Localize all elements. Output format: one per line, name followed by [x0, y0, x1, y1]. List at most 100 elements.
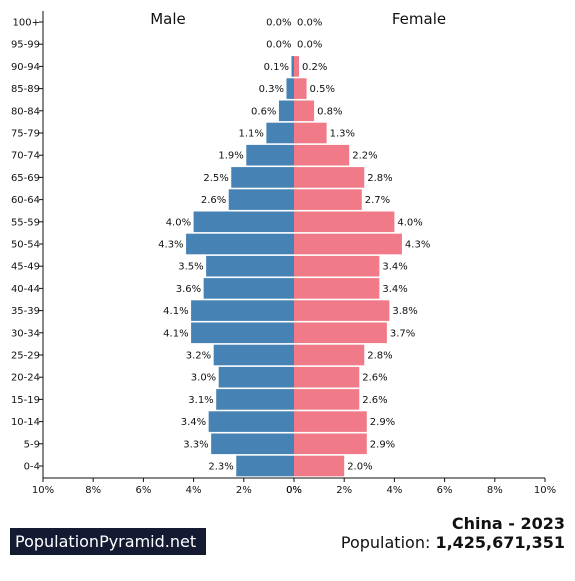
- population-pyramid-chart: Male Female 100+ 0.0% 0.0% 95-99 0.0% 0.0% 90-94…: [11, 10, 556, 496]
- male-data-label: 2.3%: [208, 462, 233, 473]
- male-axis-tick-label: 6%: [135, 485, 151, 496]
- female-population-bar: [294, 455, 345, 477]
- male-data-label: 0.0%: [266, 18, 291, 29]
- male-data-label: 0.0%: [266, 40, 291, 51]
- male-data-label: 2.5%: [203, 173, 228, 184]
- female-data-label: 3.7%: [390, 328, 415, 339]
- female-data-label: 0.2%: [302, 62, 327, 73]
- male-population-bar: [286, 78, 294, 99]
- population-label: Population:: [340, 533, 436, 552]
- female-data-label: 2.8%: [367, 351, 392, 362]
- male-data-label: 3.3%: [183, 439, 208, 450]
- female-side-label: Female: [392, 10, 446, 28]
- male-population-bar: [266, 122, 294, 144]
- age-group-label: 0-4: [24, 462, 40, 473]
- male-data-label: 3.5%: [178, 262, 203, 273]
- female-axis-tick-label: 10%: [534, 485, 556, 496]
- female-data-label: 0.0%: [297, 18, 322, 29]
- male-data-label: 4.3%: [158, 240, 183, 251]
- female-axis-tick-label: 2%: [336, 485, 352, 496]
- female-axis-tick-label: 6%: [437, 485, 453, 496]
- age-group-label: 10-14: [11, 417, 40, 428]
- male-population-bar: [278, 100, 294, 122]
- female-population-bar: [294, 78, 307, 99]
- female-population-bar: [294, 100, 315, 122]
- male-axis-tick-label: 4%: [186, 485, 202, 496]
- female-population-bar: [294, 255, 380, 277]
- male-data-label: 2.6%: [201, 195, 226, 206]
- female-population-bar: [294, 300, 390, 321]
- male-data-label: 3.1%: [188, 395, 213, 406]
- female-axis-tick-label: 8%: [487, 485, 503, 496]
- male-population-bar: [218, 366, 294, 388]
- age-group-label: 20-24: [11, 373, 40, 384]
- age-group-label: 60-64: [11, 195, 40, 206]
- male-data-label: 0.1%: [264, 62, 289, 73]
- male-data-label: 4.0%: [166, 217, 191, 228]
- male-data-label: 4.1%: [163, 306, 188, 317]
- female-population-bar: [294, 389, 360, 410]
- female-data-label: 2.0%: [347, 462, 372, 473]
- female-data-label: 2.9%: [370, 439, 395, 450]
- male-data-label: 1.1%: [238, 129, 263, 140]
- male-population-bar: [246, 144, 294, 166]
- country-year-title: China - 2023: [451, 514, 565, 533]
- male-population-bar: [291, 56, 294, 77]
- age-group-label: 25-29: [11, 351, 40, 362]
- age-group-label: 50-54: [11, 240, 40, 251]
- male-population-bar: [191, 300, 294, 321]
- female-population-bar: [294, 322, 387, 344]
- female-population-bar: [294, 411, 367, 432]
- female-population-bar: [294, 211, 395, 233]
- female-population-bar: [294, 144, 350, 166]
- age-group-label: 15-19: [11, 395, 40, 406]
- male-population-bar: [206, 255, 294, 277]
- female-data-label: 2.2%: [352, 151, 377, 162]
- female-data-label: 4.3%: [405, 240, 430, 251]
- age-group-label: 100+: [13, 18, 40, 29]
- male-population-bar: [231, 167, 294, 188]
- age-group-label: 35-39: [11, 306, 40, 317]
- population-total: Population: 1,425,671,351: [235, 533, 565, 552]
- age-group-label: 90-94: [11, 62, 40, 73]
- female-data-label: 2.6%: [362, 395, 387, 406]
- female-data-label: 2.7%: [365, 195, 390, 206]
- female-population-bar: [294, 56, 300, 77]
- male-data-label: 1.9%: [218, 151, 243, 162]
- male-data-label: 3.2%: [186, 351, 211, 362]
- female-data-label: 3.8%: [392, 306, 417, 317]
- female-data-label: 0.5%: [310, 84, 335, 95]
- male-population-bar: [213, 344, 294, 366]
- male-population-bar: [186, 233, 294, 255]
- male-axis-tick-label: 0%: [286, 485, 302, 496]
- age-group-label: 65-69: [11, 173, 40, 184]
- male-axis-tick-label: 8%: [85, 485, 101, 496]
- female-data-label: 0.8%: [317, 106, 342, 117]
- age-group-label: 45-49: [11, 262, 40, 273]
- male-axis-tick-label: 10%: [32, 485, 54, 496]
- male-data-label: 3.6%: [176, 284, 201, 295]
- female-data-label: 4.0%: [397, 217, 422, 228]
- age-group-label: 80-84: [11, 106, 40, 117]
- male-population-bar: [236, 455, 294, 477]
- population-pyramid-brand[interactable]: PopulationPyramid.net: [10, 528, 206, 555]
- female-data-label: 2.8%: [367, 173, 392, 184]
- female-axis-tick-label: 0%: [286, 485, 302, 496]
- female-data-label: 1.3%: [330, 129, 355, 140]
- age-group-label: 40-44: [11, 284, 40, 295]
- male-population-bar: [203, 278, 294, 299]
- female-data-label: 3.4%: [382, 284, 407, 295]
- female-data-label: 2.6%: [362, 373, 387, 384]
- male-population-bar: [216, 389, 294, 410]
- age-group-label: 85-89: [11, 84, 40, 95]
- female-population-bar: [294, 189, 362, 210]
- female-axis-tick-label: 4%: [386, 485, 402, 496]
- age-group-label: 70-74: [11, 151, 40, 162]
- male-data-label: 3.4%: [181, 417, 206, 428]
- population-value: 1,425,671,351: [435, 533, 565, 552]
- female-population-bar: [294, 233, 402, 255]
- male-data-label: 0.3%: [259, 84, 284, 95]
- age-group-label: 30-34: [11, 328, 40, 339]
- male-population-bar: [193, 211, 294, 233]
- age-group-label: 55-59: [11, 217, 40, 228]
